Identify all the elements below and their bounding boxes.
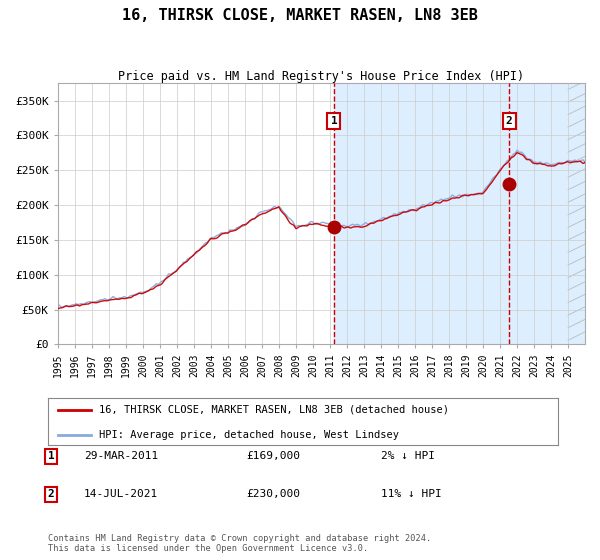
Title: Price paid vs. HM Land Registry's House Price Index (HPI): Price paid vs. HM Land Registry's House … <box>118 70 524 83</box>
Text: 1: 1 <box>331 116 337 126</box>
Text: 16, THIRSK CLOSE, MARKET RASEN, LN8 3EB (detached house): 16, THIRSK CLOSE, MARKET RASEN, LN8 3EB … <box>99 404 449 414</box>
Text: 1: 1 <box>47 451 55 461</box>
Text: 2% ↓ HPI: 2% ↓ HPI <box>381 451 435 461</box>
Text: 11% ↓ HPI: 11% ↓ HPI <box>381 489 442 500</box>
Text: HPI: Average price, detached house, West Lindsey: HPI: Average price, detached house, West… <box>99 430 399 440</box>
Text: 2: 2 <box>47 489 55 500</box>
Bar <box>334 83 600 344</box>
Text: 29-MAR-2011: 29-MAR-2011 <box>84 451 158 461</box>
Text: Contains HM Land Registry data © Crown copyright and database right 2024.
This d: Contains HM Land Registry data © Crown c… <box>48 534 431 553</box>
Text: 14-JUL-2021: 14-JUL-2021 <box>84 489 158 500</box>
Text: 16, THIRSK CLOSE, MARKET RASEN, LN8 3EB: 16, THIRSK CLOSE, MARKET RASEN, LN8 3EB <box>122 8 478 24</box>
Text: 2: 2 <box>506 116 512 126</box>
Text: £169,000: £169,000 <box>246 451 300 461</box>
Text: £230,000: £230,000 <box>246 489 300 500</box>
